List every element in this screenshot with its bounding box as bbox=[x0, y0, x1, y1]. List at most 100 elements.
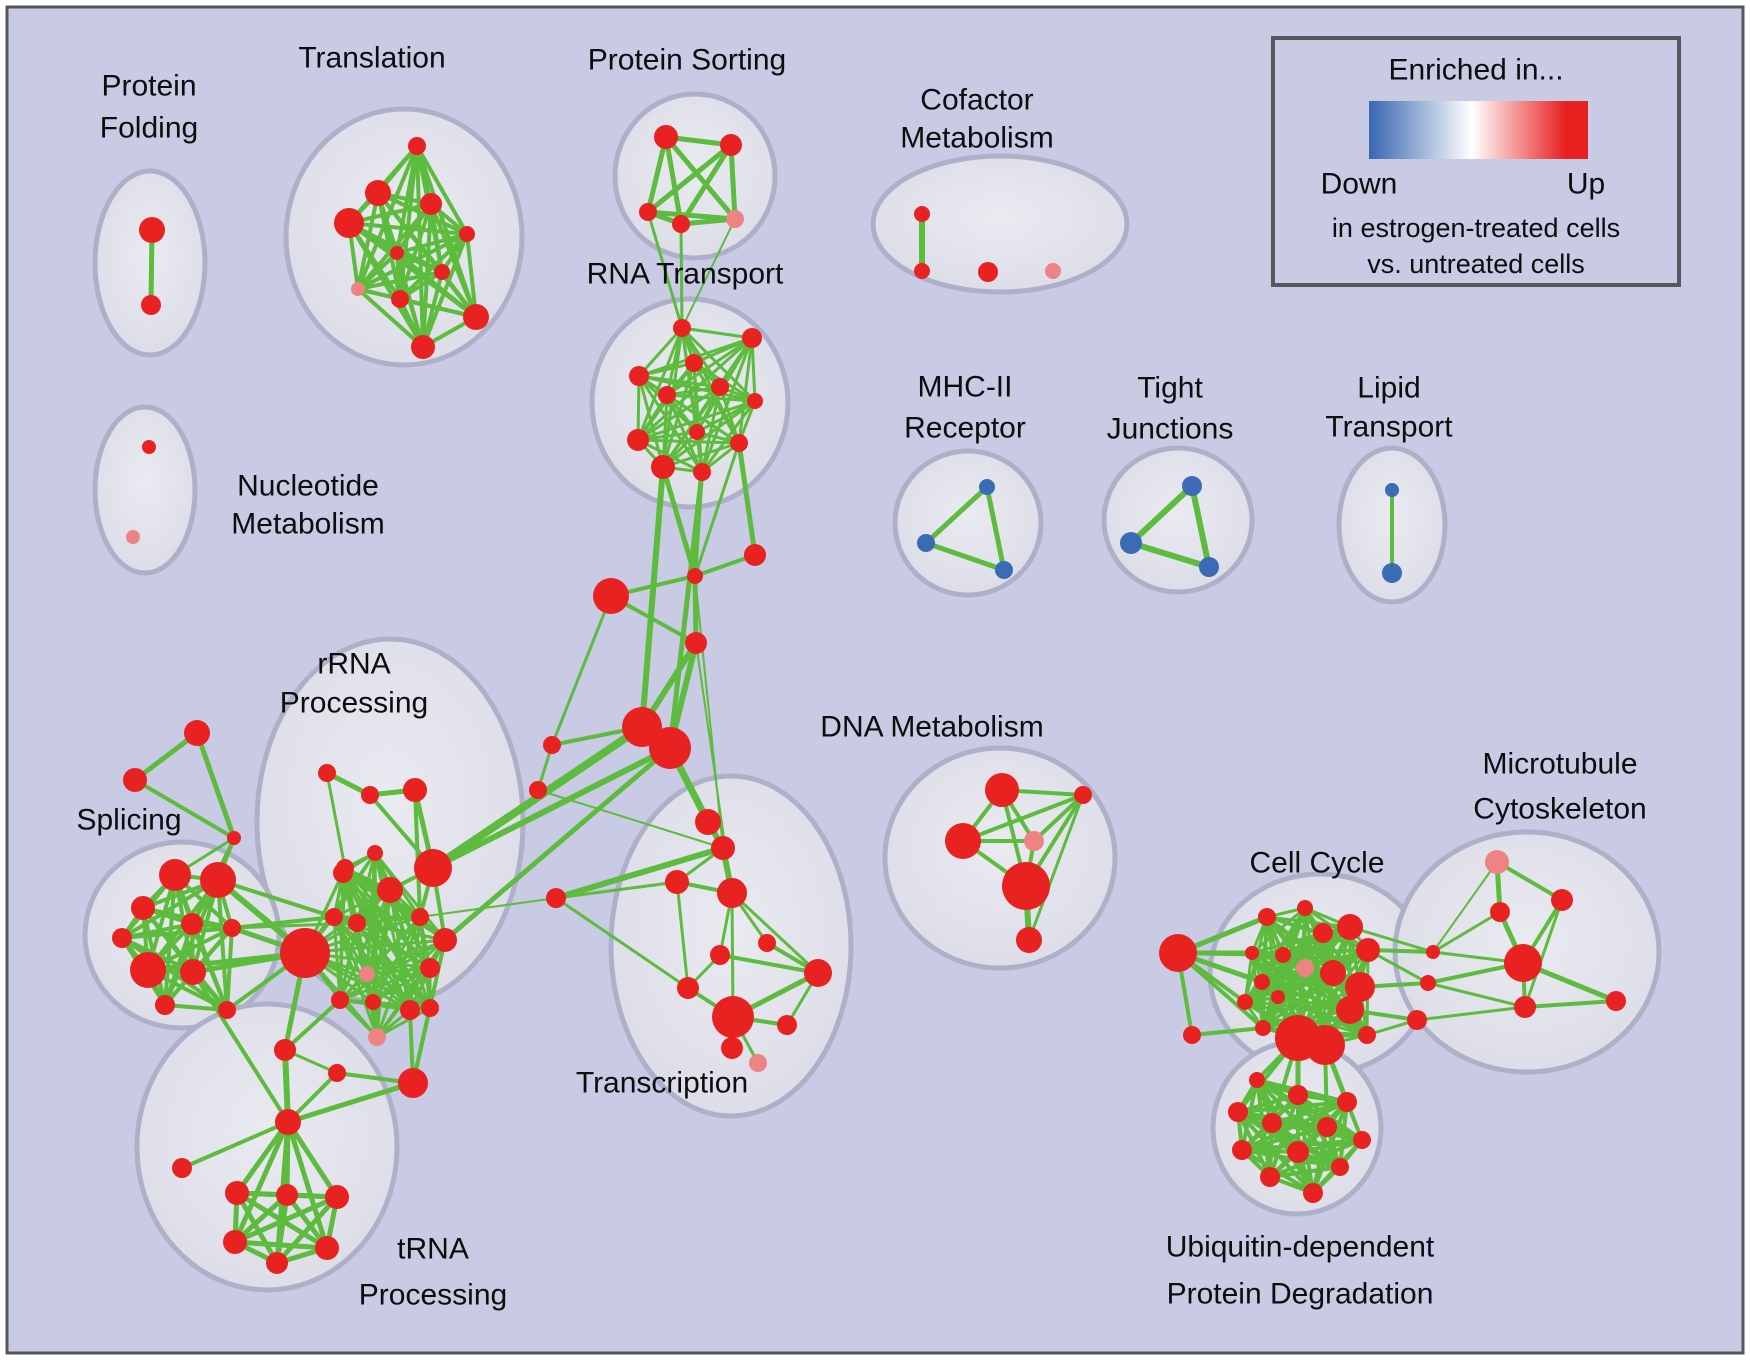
network-node-99-up bbox=[665, 870, 689, 894]
network-edge bbox=[667, 469, 705, 751]
network-node-61-up bbox=[112, 928, 132, 948]
network-node-12-up bbox=[391, 290, 409, 308]
network-edge-cell-cycle bbox=[1260, 980, 1352, 1012]
network-edge-protein-sorting bbox=[678, 142, 734, 227]
network-node-27-up bbox=[685, 354, 703, 372]
network-node-91-up bbox=[225, 1181, 249, 1205]
cluster-label-rna-transport: RNA Transport bbox=[587, 258, 784, 291]
network-edge-trna bbox=[232, 1194, 340, 1245]
network-node-155-up bbox=[1303, 1183, 1323, 1203]
network-edge bbox=[537, 789, 724, 849]
network-edge-translation bbox=[421, 270, 444, 349]
network-node-48-up bbox=[622, 707, 662, 747]
network-edge-rrna-core bbox=[355, 921, 447, 942]
cluster-label-nucleotide-metabolism: Nucleotide bbox=[237, 470, 379, 503]
network-node-3-slightly-up bbox=[126, 530, 140, 544]
network-node-93-up bbox=[325, 1185, 349, 1209]
cluster-label-transcription: Transcription bbox=[576, 1067, 748, 1100]
network-node-0-up bbox=[139, 217, 165, 243]
network-node-80-up bbox=[420, 958, 440, 978]
cluster-label-tight-junctions: Tight bbox=[1137, 372, 1203, 405]
network-node-62-up bbox=[130, 952, 166, 988]
network-node-112-slightly-up bbox=[1024, 831, 1044, 851]
network-edge-rrna-core bbox=[373, 851, 447, 942]
network-node-101-up bbox=[710, 945, 730, 965]
network-edge-rna-transport bbox=[636, 438, 741, 445]
network-node-74-up bbox=[325, 908, 343, 926]
network-edge-rrna-core bbox=[332, 915, 379, 1039]
network-node-96-up bbox=[266, 1252, 288, 1274]
network-node-18-up bbox=[672, 215, 690, 233]
network-edge-rrna-core bbox=[375, 915, 422, 1039]
network-node-35-up bbox=[693, 463, 711, 481]
network-node-90-up bbox=[172, 1158, 192, 1178]
network-node-92-up bbox=[276, 1184, 298, 1206]
cluster-ellipse-nucleotide-metabolism bbox=[92, 404, 198, 576]
network-node-26-up bbox=[629, 366, 649, 386]
network-node-138-slightly-up bbox=[1485, 850, 1509, 874]
network-edge-ubiquitin bbox=[1236, 1100, 1349, 1114]
network-node-105-up bbox=[712, 996, 754, 1038]
network-edge-rrna-core bbox=[338, 921, 359, 1002]
network-edge bbox=[681, 218, 736, 329]
network-node-121-up bbox=[1356, 938, 1380, 962]
network-node-152-up bbox=[1287, 1141, 1309, 1163]
network-edge-splicing bbox=[225, 926, 234, 1012]
network-node-145-up bbox=[1288, 1085, 1308, 1105]
cluster-label-protein-sorting: Protein Sorting bbox=[588, 44, 786, 77]
network-node-153-up bbox=[1260, 1167, 1280, 1187]
network-edge-protein-sorting bbox=[645, 142, 734, 215]
network-edge bbox=[639, 464, 666, 730]
network-edge-cell-cycle bbox=[1250, 925, 1352, 955]
network-node-45-up bbox=[687, 568, 703, 584]
network-node-77-up bbox=[280, 928, 330, 978]
network-edge-dna-metabolism bbox=[961, 793, 1085, 843]
network-edge-tight-junctions bbox=[1128, 483, 1195, 546]
network-node-113-up bbox=[1002, 862, 1050, 910]
network-edge bbox=[693, 441, 741, 578]
network-edge-rna-transport bbox=[750, 336, 757, 403]
cluster-label-dna-metabolism: DNA Metabolism bbox=[820, 711, 1043, 744]
network-edge bbox=[646, 210, 684, 330]
network-edge-rna-transport bbox=[637, 374, 704, 474]
network-node-31-up bbox=[689, 424, 705, 440]
network-node-66-up bbox=[318, 764, 336, 782]
network-node-28-up bbox=[711, 378, 729, 396]
network-node-135-up bbox=[1426, 945, 1440, 959]
cluster-label-protein-folding: Protein bbox=[101, 70, 196, 103]
network-node-98-up bbox=[711, 836, 735, 860]
network-edge-rrna-core bbox=[338, 966, 432, 1002]
network-node-58-up bbox=[131, 896, 155, 920]
cluster-label-ubiquitin-dependent-protein-degradation: Protein Degradation bbox=[1167, 1278, 1434, 1311]
network-node-56-up bbox=[159, 859, 191, 891]
network-node-154-up bbox=[1331, 1158, 1349, 1176]
network-edge bbox=[730, 891, 820, 975]
network-edge-rna-transport bbox=[692, 336, 754, 365]
network-node-42-down bbox=[1385, 483, 1399, 497]
network-node-83-up bbox=[274, 1039, 296, 1061]
network-edge-translation bbox=[395, 251, 478, 319]
network-edge-protein-sorting bbox=[678, 216, 738, 227]
network-edge-rna-transport bbox=[665, 393, 741, 445]
network-edge-translation bbox=[465, 232, 478, 319]
network-node-130-up bbox=[1255, 1020, 1271, 1036]
network-node-78-slightly-up bbox=[359, 966, 375, 982]
network-node-95-up bbox=[315, 1236, 339, 1260]
network-edge-trna bbox=[285, 1119, 340, 1200]
network-node-111-up bbox=[945, 823, 981, 859]
network-node-4-up bbox=[408, 137, 426, 155]
network-node-123-up bbox=[1275, 947, 1291, 963]
network-node-139-up bbox=[1551, 889, 1573, 911]
legend-caption: in estrogen-treated cells bbox=[1332, 213, 1620, 243]
network-edge-rrna-core bbox=[408, 915, 422, 1012]
network-node-52-up bbox=[546, 888, 566, 908]
network-node-149-up bbox=[1317, 1117, 1337, 1137]
network-edge-rna-transport bbox=[700, 385, 722, 474]
legend-box bbox=[1271, 36, 1681, 287]
network-edge-mhc-ii bbox=[984, 484, 1007, 573]
network-edge-trna bbox=[232, 1119, 291, 1245]
network-edge-protein-sorting bbox=[663, 134, 738, 222]
network-node-72-up bbox=[414, 849, 452, 887]
network-edge-splicing bbox=[120, 926, 234, 940]
